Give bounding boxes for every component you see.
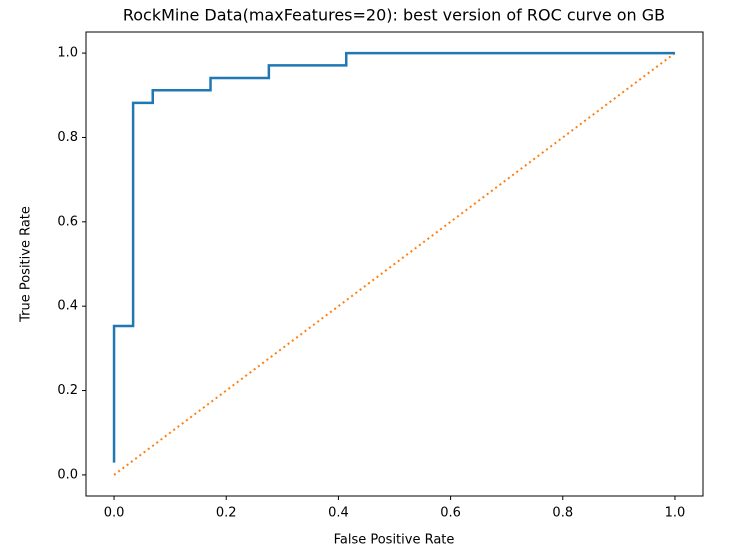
roc-line — [112, 51, 675, 463]
y-tick-label: 0.8 — [57, 130, 78, 145]
x-axis-label: False Positive Rate — [334, 533, 455, 548]
y-tick-label: 0.0 — [57, 467, 78, 482]
roc-line — [113, 52, 676, 476]
x-tick-label: 0.2 — [216, 506, 237, 521]
plot-frame — [85, 31, 704, 497]
chart-title: RockMine Data(maxFeatures=20): best vers… — [123, 6, 665, 25]
x-tick-label: 0.6 — [440, 506, 461, 521]
y-axis-label: True Positive Rate — [19, 206, 34, 323]
x-tick-label: 0.8 — [552, 506, 573, 521]
x-tick-label: 1.0 — [665, 506, 686, 521]
y-tick-label: 0.6 — [57, 214, 78, 229]
x-tick-label: 0.0 — [104, 506, 125, 521]
y-tick-label: 0.2 — [57, 383, 78, 398]
x-tick-label: 0.4 — [328, 506, 349, 521]
y-tick-label: 0.4 — [57, 299, 78, 314]
y-tick-label: 1.0 — [57, 46, 78, 61]
